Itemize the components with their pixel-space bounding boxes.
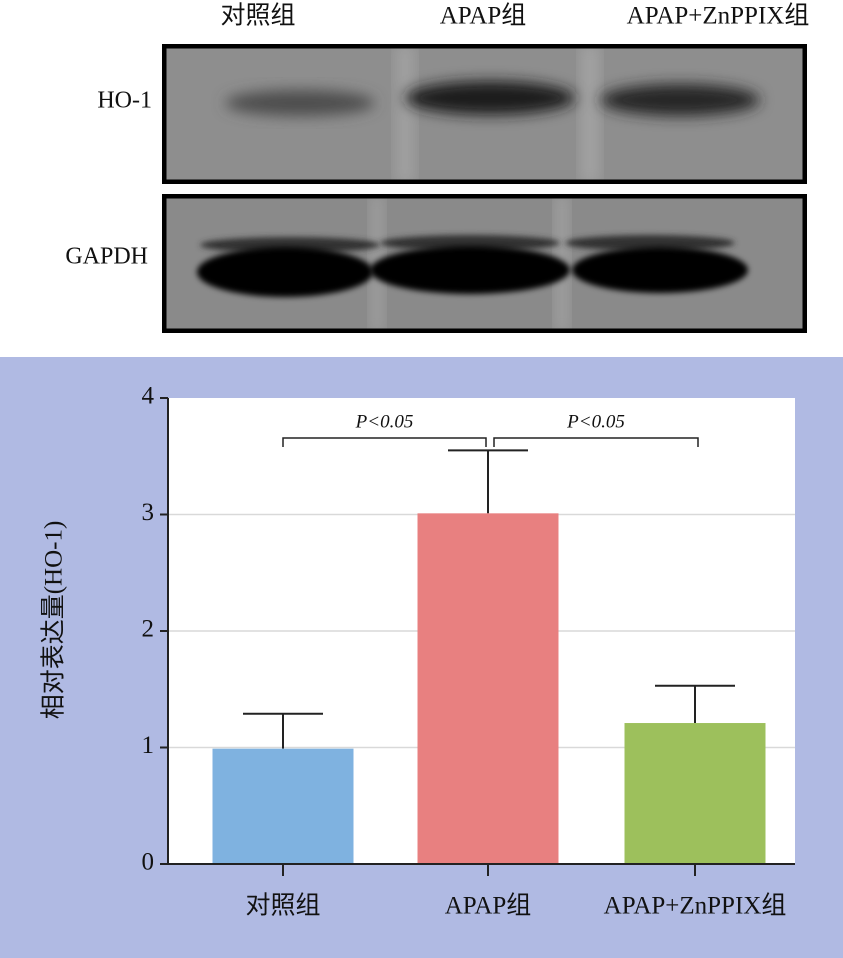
blot-ho1 bbox=[162, 44, 807, 184]
column-label: APAP组 bbox=[440, 2, 527, 30]
annotation: P<0.05 bbox=[355, 411, 414, 432]
annotation: P<0.05 bbox=[566, 411, 625, 432]
column-label: APAP+ZnPPIX组 bbox=[627, 2, 810, 30]
blot-gapdh bbox=[162, 194, 807, 333]
significance-bracket bbox=[282, 437, 487, 447]
x-tick-label: APAP组 bbox=[445, 892, 532, 920]
x-tick-label: 对照组 bbox=[245, 892, 320, 920]
plot: 0 1 2 3 4 对照组 APAP组 APAP+ZnPPIX组 P<0.05 P<0.05 bbox=[142, 383, 795, 920]
y-tick-label: 0 bbox=[142, 849, 155, 876]
bar bbox=[624, 723, 766, 864]
significance-bracket bbox=[493, 437, 699, 447]
y-tick-label: 2 bbox=[142, 616, 155, 643]
bar bbox=[212, 748, 354, 864]
y-tick-label: 4 bbox=[142, 383, 155, 410]
column-label: 对照组 bbox=[220, 2, 295, 30]
y-tick-label: 1 bbox=[142, 732, 155, 759]
row-label: GAPDH bbox=[65, 244, 148, 270]
bar bbox=[417, 513, 559, 864]
y-axis-label: 相对表达量(HO-1) bbox=[40, 521, 68, 720]
x-tick-label: APAP+ZnPPIX组 bbox=[604, 892, 787, 920]
y-tick-label: 3 bbox=[142, 499, 155, 526]
row-label: HO-1 bbox=[97, 88, 152, 114]
